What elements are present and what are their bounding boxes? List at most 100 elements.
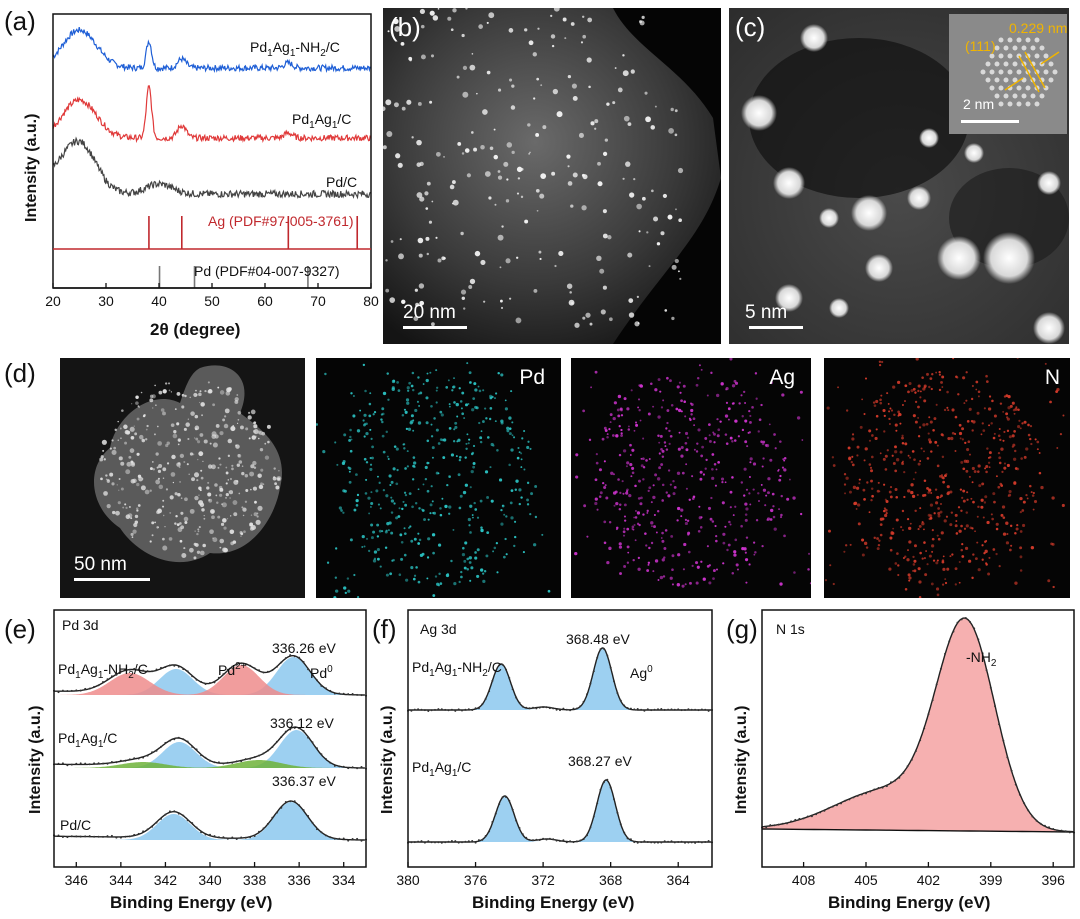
haadf-speckle (236, 422, 239, 424)
eds-signal-dot (1051, 496, 1055, 500)
eds-signal-dot (995, 522, 999, 526)
eds-signal-dot (377, 503, 380, 506)
eds-signal-dot (917, 389, 920, 393)
nanoparticle (469, 278, 476, 285)
lattice-atom (1052, 69, 1058, 75)
nanoparticle (540, 84, 543, 87)
data-point (124, 668, 127, 671)
eds-signal-dot (472, 516, 474, 519)
eds-signal-dot (369, 456, 372, 460)
haadf-speckle (226, 518, 229, 520)
eds-signal-dot (977, 470, 980, 473)
data-point (589, 682, 592, 685)
data-point (532, 706, 534, 709)
nanoparticle (517, 177, 521, 180)
eds-signal-dot (417, 542, 421, 545)
eds-signal-dot (626, 527, 630, 531)
data-point (491, 821, 494, 823)
eds-signal-dot (666, 421, 669, 425)
haadf-speckle (219, 463, 222, 466)
data-point (596, 656, 599, 659)
data-point (528, 838, 531, 841)
eds-signal-dot (495, 542, 499, 545)
eds-signal-dot (453, 582, 457, 586)
haadf-speckle (198, 392, 202, 397)
haadf-speckle (157, 441, 162, 446)
eds-signal-dot (766, 491, 770, 495)
eds-signal-dot (877, 481, 880, 484)
nanocrystal (865, 254, 893, 282)
nanoparticle (497, 175, 503, 180)
eds-signal-dot (720, 477, 725, 481)
eds-signal-dot (408, 492, 412, 496)
haadf-speckle (162, 499, 165, 502)
eds-signal-dot (460, 407, 463, 410)
eds-signal-dot (349, 428, 352, 432)
eds-signal-dot (410, 384, 414, 388)
eds-signal-dot (334, 576, 338, 579)
eds-signal-dot (680, 399, 683, 403)
eds-signal-dot (404, 467, 407, 470)
haadf-speckle (134, 514, 139, 519)
eds-signal-dot (390, 496, 393, 499)
eds-signal-dot (430, 423, 433, 426)
data-point (307, 815, 310, 817)
eds-signal-dot (1016, 524, 1019, 527)
nanoparticle (570, 22, 575, 26)
data-point (271, 746, 274, 748)
eds-signal-dot (849, 490, 852, 494)
eds-signal-dot (465, 447, 468, 450)
haadf-image-c: (c) 0.229 nm (111) 2 nm 5 nm (729, 8, 1069, 344)
eds-signal-dot (427, 537, 431, 541)
nanocrystal (819, 208, 839, 228)
data-point (626, 707, 629, 709)
eds-signal-dot (960, 524, 963, 528)
eds-signal-dot (668, 429, 671, 433)
haadf-speckle (194, 425, 200, 431)
data-point (75, 762, 78, 765)
haadf-speckle (203, 514, 205, 517)
data-point (643, 709, 646, 712)
data-point (586, 693, 588, 696)
eds-signal-dot (988, 556, 991, 559)
eds-signal-dot (925, 422, 929, 426)
data-point (88, 763, 91, 766)
nanoparticle (471, 53, 474, 55)
eds-signal-dot (619, 491, 622, 495)
nanoparticle (538, 250, 542, 254)
nanoparticle (465, 8, 468, 10)
eds-signal-dot (990, 513, 993, 516)
eds-signal-dot (955, 532, 959, 535)
haadf-speckle (230, 515, 232, 517)
eds-signal-dot (381, 434, 385, 438)
eds-signal-dot (705, 458, 708, 462)
eds-signal-dot (870, 487, 874, 491)
eds-signal-dot (773, 527, 777, 531)
data-point (491, 679, 494, 682)
eds-signal-dot (626, 545, 630, 549)
eds-signal-dot (370, 501, 374, 506)
eds-signal-dot (659, 575, 664, 580)
lattice-atom (1016, 85, 1022, 91)
eds-signal-dot (713, 462, 717, 466)
eds-signal-dot (414, 408, 418, 413)
eds-signal-dot (355, 499, 359, 503)
haadf-speckle (156, 425, 159, 428)
data-point (209, 759, 211, 762)
haadf-speckle (225, 466, 228, 469)
nanoparticle (509, 78, 513, 82)
eds-signal-dot (908, 381, 912, 386)
data-point (213, 681, 216, 684)
haadf-speckle (193, 472, 200, 478)
eds-signal-dot (1006, 463, 1010, 468)
panel-g-letter: (g) (726, 614, 758, 644)
eds-signal-dot (719, 420, 722, 423)
eds-signal-dot (601, 437, 605, 441)
eds-signal-dot (792, 496, 796, 500)
xtick-label: 399 (979, 872, 1003, 888)
eds-signal-dot (732, 402, 735, 405)
eds-signal-dot (828, 529, 831, 533)
nanoparticle (437, 8, 440, 10)
data-point (562, 839, 565, 842)
nanoparticle (476, 92, 478, 95)
